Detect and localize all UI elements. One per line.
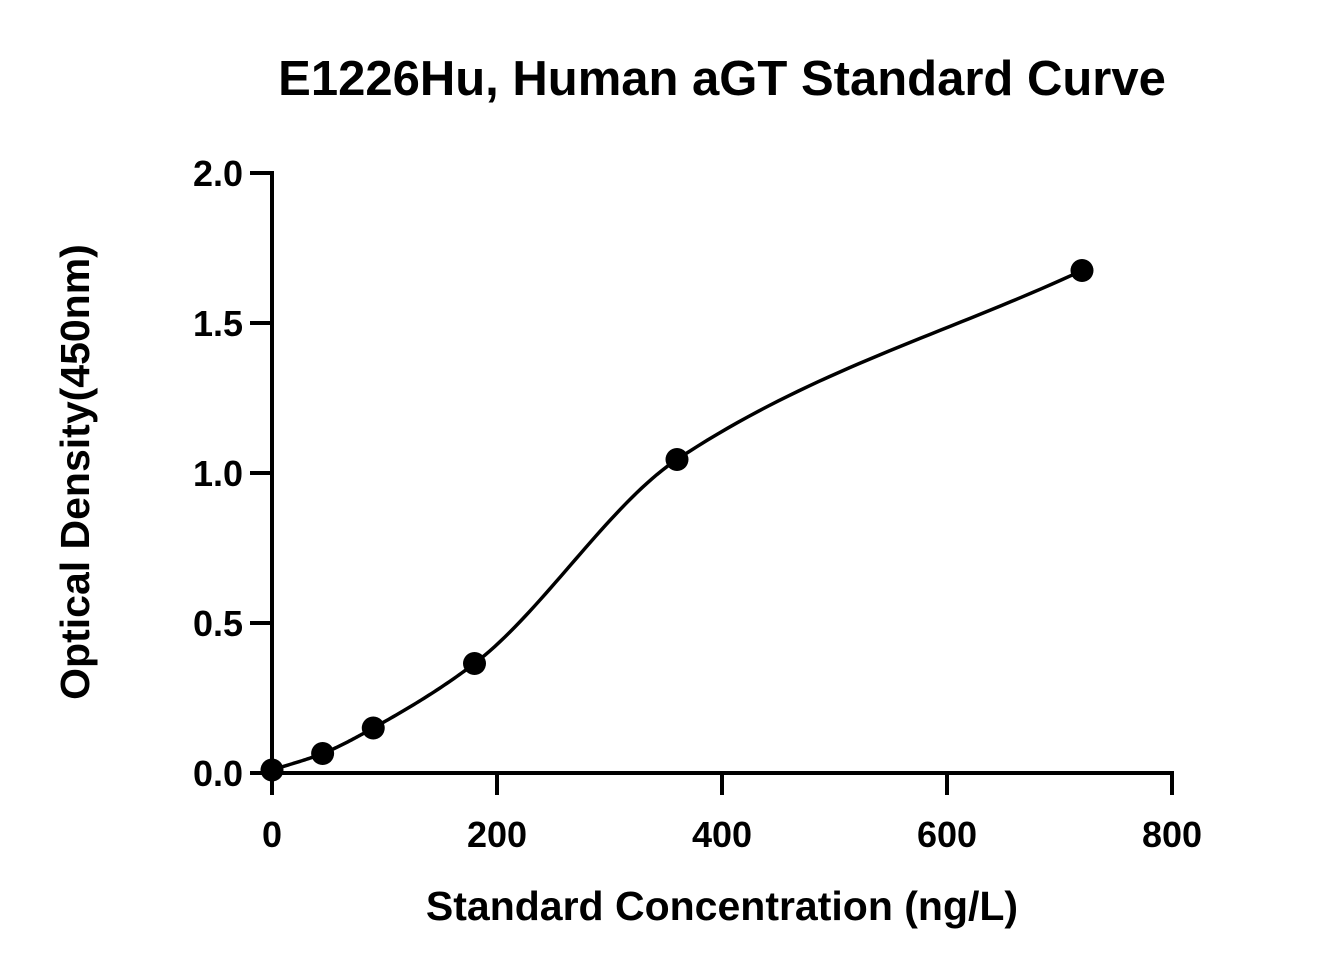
fit-curve-layer (271, 268, 1083, 772)
x-tick-label: 200 (467, 814, 527, 855)
data-points-layer (260, 259, 1094, 782)
x-tick-label: 800 (1142, 814, 1202, 855)
y-tick-label: 2.0 (193, 153, 243, 194)
data-point (1070, 259, 1094, 282)
x-tick-label: 600 (917, 814, 977, 855)
x-axis-ticks: 0 200 400 600 800 (262, 773, 1202, 855)
x-tick-label: 0 (262, 814, 282, 855)
y-axis-ticks: 0.0 0.5 1.0 1.5 2.0 (193, 153, 272, 794)
y-tick-label: 0.0 (193, 753, 243, 794)
y-tick-label: 1.0 (193, 453, 243, 494)
axes (270, 171, 1174, 775)
y-axis-label: Optical Density(450nm) (52, 244, 98, 700)
y-tick-label: 0.5 (193, 603, 243, 644)
data-point (361, 716, 385, 740)
data-point (311, 742, 335, 765)
data-point (260, 758, 284, 782)
chart-title: E1226Hu, Human aGT Standard Curve (278, 52, 1166, 106)
x-tick-label: 400 (692, 814, 752, 855)
y-tick-label: 1.5 (193, 303, 243, 344)
x-axis-label: Standard Concentration (ng/L) (426, 883, 1018, 929)
data-point (665, 448, 689, 471)
fit-curve (271, 268, 1083, 772)
data-point (463, 652, 486, 675)
